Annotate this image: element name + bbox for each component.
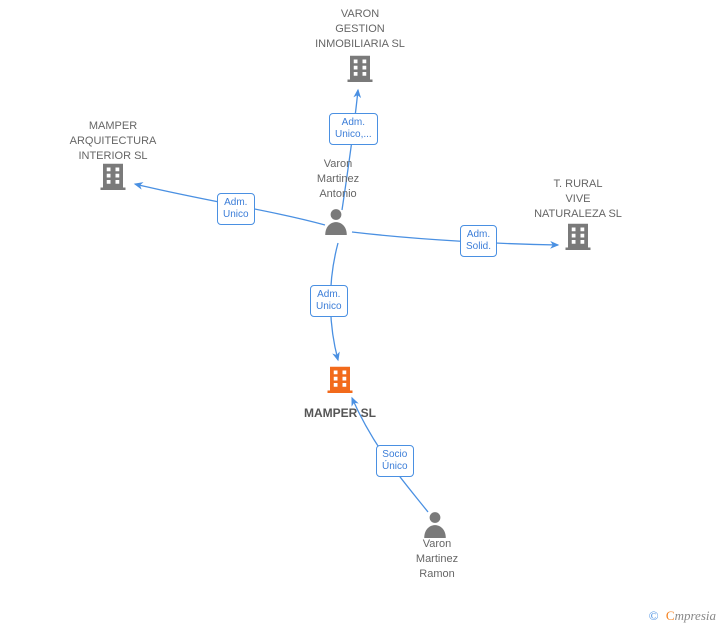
- building-icon-trural: [563, 220, 593, 255]
- edge-label-antonio-mamper_sl: Adm. Unico: [310, 285, 348, 317]
- watermark-brand-rest: mpresia: [675, 608, 716, 623]
- edge-antonio-trural: [352, 232, 558, 245]
- node-label-varon_gestion: VARON GESTION INMOBILIARIA SL: [290, 7, 430, 52]
- edge-label-antonio-mamper_arq: Adm. Unico: [217, 193, 255, 225]
- diagram-edges-layer: [0, 0, 728, 630]
- building-icon-mamper_arq: [98, 160, 128, 195]
- building-icon-mamper_sl: [325, 363, 355, 398]
- watermark-brand-first: C: [666, 608, 675, 623]
- node-label-ramon: Varon Martinez Ramon: [367, 537, 507, 582]
- edge-label-antonio-varon_gestion: Adm. Unico,...: [329, 113, 378, 145]
- building-icon-varon_gestion: [345, 52, 375, 87]
- person-icon-antonio: [323, 207, 349, 240]
- node-label-mamper_sl: MAMPER SL: [270, 405, 410, 421]
- edge-label-ramon-mamper_sl: Socio Único: [376, 445, 414, 477]
- node-label-trural: T. RURAL VIVE NATURALEZA SL: [508, 177, 648, 222]
- edge-label-antonio-trural: Adm. Solid.: [460, 225, 497, 257]
- node-label-mamper_arq: MAMPER ARQUITECTURA INTERIOR SL: [43, 119, 183, 164]
- node-label-antonio: Varon Martinez Antonio: [268, 157, 408, 202]
- copyright-symbol: ©: [649, 608, 659, 623]
- watermark: © Cmpresia: [649, 608, 716, 624]
